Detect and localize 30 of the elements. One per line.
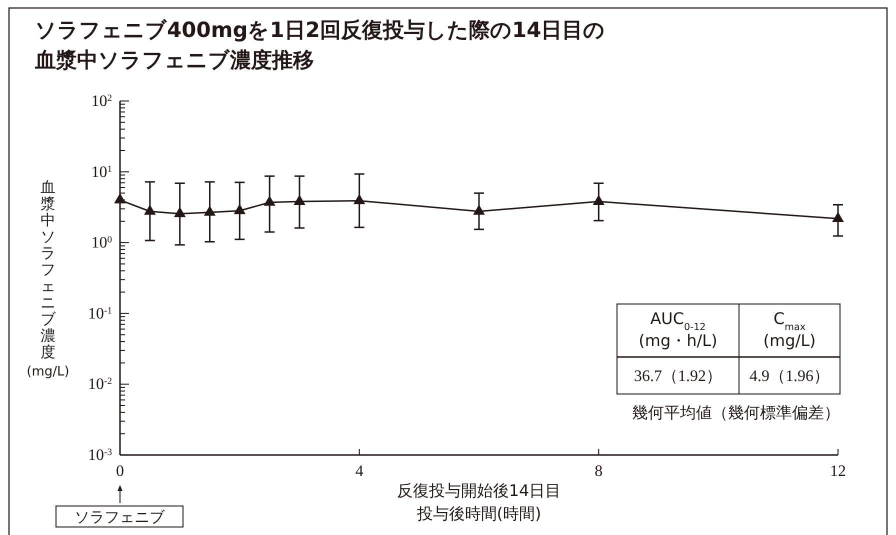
point bbox=[592, 194, 605, 205]
point bbox=[144, 204, 156, 215]
x-tick-label: 8 bbox=[594, 463, 603, 480]
point bbox=[234, 204, 246, 214]
y-tick-label: 10$^{1}$ bbox=[91, 163, 112, 181]
point bbox=[264, 196, 276, 206]
y-tick-label: 10$^{-3}$ bbox=[88, 446, 112, 464]
x-tick-label: 12 bbox=[830, 463, 846, 480]
annotation: 幾何平均値（幾何標準偏差） bbox=[632, 404, 840, 422]
point bbox=[473, 204, 485, 215]
point bbox=[353, 194, 366, 204]
chart-title: ソラフェニブ400mgを1日2回反復投与した際の14日目の血漿中ソラフェニブ濃度推移 bbox=[34, 18, 606, 72]
text: 血漿中ソラフェニブ濃度 (mg/L) bbox=[26, 178, 70, 380]
x-tick-label: 0 bbox=[116, 463, 124, 480]
y-tick-label: 10$^{2}$ bbox=[91, 92, 112, 110]
point bbox=[294, 194, 306, 205]
point bbox=[174, 206, 186, 218]
annotation: 36.7（1.92） bbox=[634, 368, 722, 385]
annotation: C$_{max}$ (mg/L) bbox=[763, 309, 816, 350]
text: ソラフェニブ bbox=[74, 508, 166, 526]
point bbox=[832, 212, 844, 222]
annotation: AUC$_{0-12}$ (mg・h/L) bbox=[638, 309, 718, 350]
point bbox=[204, 206, 216, 216]
x-tick-label: 4 bbox=[355, 463, 364, 480]
y-tick-label: 10$^{-2}$ bbox=[88, 376, 112, 394]
annotation: 4.9（1.96） bbox=[750, 368, 830, 385]
y-tick-label: 10$^{0}$ bbox=[91, 234, 112, 252]
x-axis-title: 反復投与開始後14日目投与後時間(時間) bbox=[396, 481, 562, 523]
point bbox=[114, 193, 126, 204]
y-tick-label: 10$^{-1}$ bbox=[88, 304, 112, 322]
